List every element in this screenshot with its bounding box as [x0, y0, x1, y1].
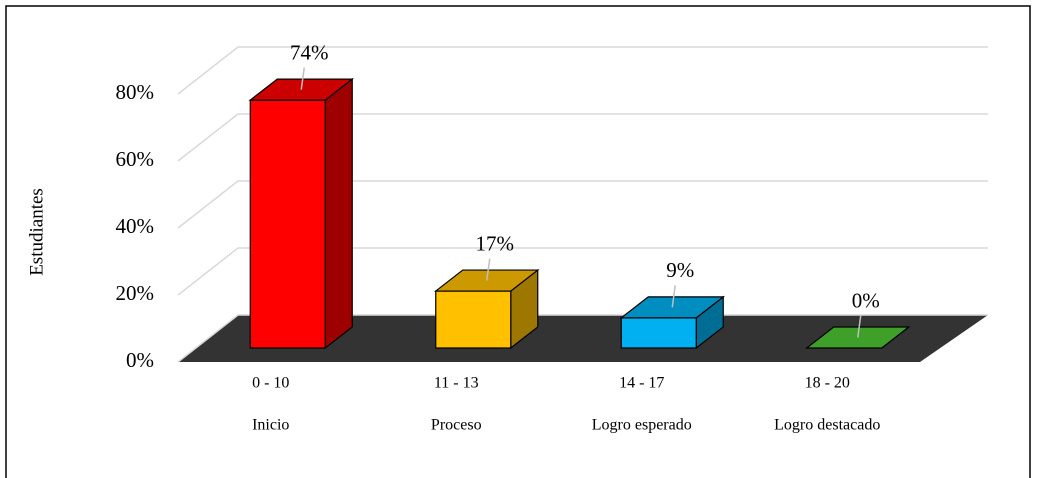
grid-line	[177, 247, 988, 296]
bar-front	[249, 99, 326, 349]
frame	[5, 5, 1031, 478]
x-level-label: Logro destacado	[774, 417, 880, 434]
grid-line	[177, 314, 988, 363]
y-tick-label: 20%	[116, 281, 155, 305]
x-level-label: Inicio	[252, 417, 289, 434]
x-tick-label: 14 - 17	[619, 375, 664, 392]
leader-line	[486, 258, 491, 281]
value-label: 0%	[852, 288, 880, 312]
y-tick-label: 40%	[116, 214, 155, 238]
x-level-label: Proceso	[431, 417, 482, 434]
value-label: 74%	[290, 40, 329, 64]
grid-line	[177, 46, 988, 95]
y-tick-label: 80%	[116, 80, 155, 104]
x-tick-label: 0 - 10	[252, 375, 289, 392]
leader-line	[671, 285, 676, 308]
x-tick-label: 18 - 20	[805, 375, 850, 392]
grid-line	[177, 113, 988, 162]
floor	[178, 315, 988, 362]
value-label: 9%	[666, 258, 694, 282]
x-level-label: Logro esperado	[592, 417, 692, 434]
leader-line	[857, 315, 862, 338]
value-label: 17%	[476, 231, 515, 255]
bar-side	[324, 77, 353, 350]
y-tick-label: 0%	[126, 348, 154, 372]
leader-line	[300, 67, 305, 90]
x-tick-label: 11 - 13	[434, 375, 479, 392]
bar-front	[435, 290, 512, 349]
grid-line	[177, 180, 988, 229]
bar-front	[620, 317, 697, 349]
y-axis-title: Estudiantes	[26, 188, 47, 276]
y-tick-label: 60%	[116, 147, 155, 171]
